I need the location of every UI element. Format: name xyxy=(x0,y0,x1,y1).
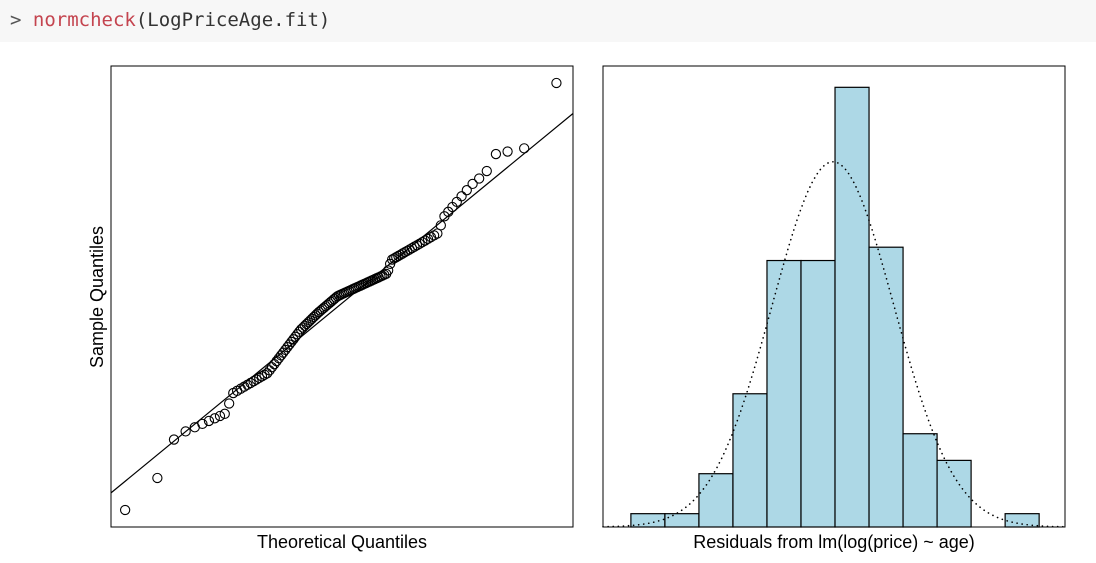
histogram-bar xyxy=(902,433,938,528)
qq-point xyxy=(519,143,530,154)
qq-point xyxy=(266,362,278,373)
qq-point xyxy=(251,374,262,385)
qq-point xyxy=(119,504,131,516)
qq-point xyxy=(209,413,220,424)
histogram-bar xyxy=(630,513,666,528)
qq-point xyxy=(224,398,235,409)
qq-point xyxy=(168,434,180,445)
console-prompt: > xyxy=(10,9,22,31)
qq-point xyxy=(456,191,467,202)
qq-point xyxy=(297,322,309,333)
qq-point xyxy=(214,410,226,422)
qq-point xyxy=(239,381,250,392)
qq-point xyxy=(248,376,259,387)
qq-point xyxy=(180,426,191,437)
qq-point xyxy=(295,324,307,335)
qq-point xyxy=(284,339,295,350)
function-arguments: (LogPriceAge.fit) xyxy=(135,9,331,31)
qq-point xyxy=(422,233,434,245)
qq-point xyxy=(152,472,163,484)
qq-y-axis-label: Sample Quantiles xyxy=(87,226,107,368)
qq-point xyxy=(203,415,215,427)
qq-point xyxy=(301,318,312,330)
qq-point xyxy=(303,317,314,328)
qq-point xyxy=(269,359,280,370)
qq-plot-frame xyxy=(110,65,574,528)
qq-point xyxy=(461,185,472,196)
histogram-bar xyxy=(732,393,768,528)
qq-point xyxy=(428,230,440,241)
qq-point xyxy=(261,368,273,379)
qq-point xyxy=(219,408,230,419)
histogram-bar xyxy=(766,259,802,528)
histogram-bar xyxy=(1004,513,1040,528)
qq-point xyxy=(474,173,485,184)
qq-point xyxy=(305,315,316,326)
qq-point xyxy=(425,232,437,243)
qq-point xyxy=(256,371,268,382)
histogram-bar xyxy=(800,259,836,528)
residual-histogram: Residuals from lm(log(price) ~ age) xyxy=(602,65,1066,552)
qq-plot: Theoretical Quantiles Sample Quantiles xyxy=(87,65,574,552)
histogram-bar xyxy=(936,459,972,528)
qq-point xyxy=(411,240,423,251)
qq-point xyxy=(254,372,265,384)
qq-point xyxy=(417,237,428,248)
qq-point xyxy=(286,336,297,348)
qq-point xyxy=(242,379,253,390)
normal-density-curve xyxy=(602,161,1066,528)
qq-reference-line xyxy=(110,113,574,494)
qq-point xyxy=(467,178,478,190)
console-command: > normcheck(LogPriceAge.fit) xyxy=(0,0,1096,42)
histogram-bar xyxy=(698,473,734,528)
qq-x-axis-label: Theoretical Quantiles xyxy=(257,532,427,552)
function-name: normcheck xyxy=(32,9,136,31)
qq-point xyxy=(414,238,425,249)
qq-point xyxy=(306,313,318,324)
qq-point xyxy=(490,148,502,160)
qq-point xyxy=(299,320,310,331)
qq-point xyxy=(419,235,431,246)
qq-point xyxy=(197,418,208,430)
histogram-x-axis-label: Residuals from lm(log(price) ~ age) xyxy=(693,532,975,552)
qq-point xyxy=(435,220,446,231)
histogram-bar xyxy=(664,513,700,528)
qq-point xyxy=(383,265,394,276)
qq-point xyxy=(245,377,256,389)
qq-point xyxy=(481,165,492,177)
histogram-bar xyxy=(868,246,904,528)
qq-point xyxy=(551,77,562,89)
qq-point xyxy=(502,146,513,157)
qq-point xyxy=(406,242,418,254)
histogram-bar xyxy=(834,86,870,528)
qq-point xyxy=(409,241,420,252)
